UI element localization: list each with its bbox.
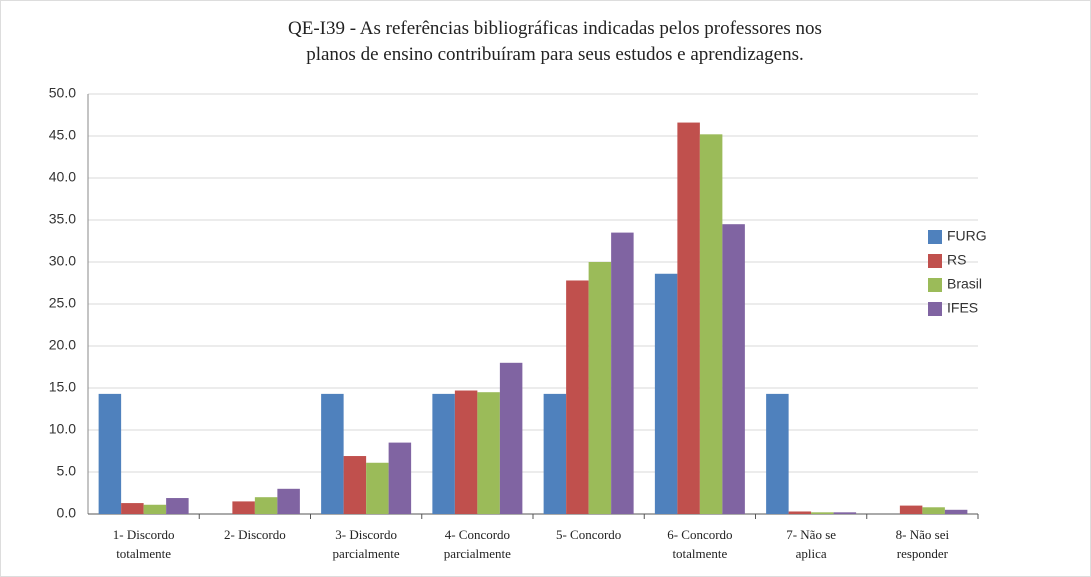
legend-label: IFES bbox=[947, 300, 978, 316]
y-tick-label: 35.0 bbox=[49, 211, 76, 227]
legend-swatch bbox=[928, 278, 942, 292]
y-tick-label: 5.0 bbox=[57, 463, 77, 479]
bar bbox=[611, 232, 634, 514]
legend-swatch bbox=[928, 254, 942, 268]
y-tick-label: 45.0 bbox=[49, 127, 76, 143]
y-tick-label: 0.0 bbox=[57, 505, 77, 521]
bar bbox=[833, 512, 857, 514]
y-tick-label: 50.0 bbox=[49, 85, 76, 101]
y-tick-label: 30.0 bbox=[49, 253, 76, 269]
legend-label: RS bbox=[947, 252, 966, 268]
bar bbox=[811, 512, 834, 514]
x-tick-label: 4- Concordo parcialmente bbox=[444, 527, 511, 561]
y-tick-label: 40.0 bbox=[49, 169, 76, 185]
bar bbox=[699, 134, 723, 514]
bar bbox=[722, 224, 745, 514]
y-tick-label: 15.0 bbox=[49, 379, 76, 395]
bar bbox=[899, 505, 923, 514]
bar bbox=[98, 393, 122, 514]
bar bbox=[499, 362, 523, 514]
x-tick-label: 5- Concordo bbox=[556, 527, 621, 542]
legend-label: Brasil bbox=[947, 276, 982, 292]
bar bbox=[944, 509, 968, 514]
bar bbox=[432, 393, 455, 514]
bar bbox=[766, 393, 789, 514]
bar bbox=[543, 393, 567, 514]
bar bbox=[566, 280, 589, 514]
y-tick-label: 10.0 bbox=[49, 421, 76, 437]
bar bbox=[677, 122, 700, 514]
bar bbox=[922, 507, 945, 514]
bar bbox=[388, 442, 412, 514]
bar bbox=[321, 393, 344, 514]
bar bbox=[232, 501, 255, 514]
bar bbox=[254, 497, 278, 514]
chart-title: QE-I39 - As referências bibliográficas i… bbox=[288, 18, 822, 65]
x-tick-label: 2- Discordo bbox=[224, 527, 286, 542]
bar bbox=[477, 392, 500, 514]
bar bbox=[454, 390, 478, 514]
x-tick-label: 3- Discordo parcialmente bbox=[333, 527, 400, 561]
legend-label: FURG bbox=[947, 228, 987, 244]
bar bbox=[588, 262, 612, 514]
bar bbox=[166, 498, 189, 514]
legend-swatch bbox=[928, 230, 942, 244]
bar bbox=[788, 511, 812, 514]
bar bbox=[277, 488, 300, 514]
bar bbox=[366, 462, 389, 514]
bar bbox=[343, 456, 367, 514]
legend-swatch bbox=[928, 302, 942, 316]
x-tick-label: 8- Não sei responder bbox=[896, 527, 950, 561]
bar bbox=[121, 503, 144, 514]
x-tick-label: 7- Não se aplica bbox=[786, 527, 836, 561]
bar bbox=[143, 504, 167, 514]
x-tick-label: 6- Concordo totalmente bbox=[667, 527, 732, 561]
bar bbox=[654, 273, 678, 514]
x-tick-label: 1- Discordo totalmente bbox=[113, 527, 175, 561]
y-tick-label: 25.0 bbox=[49, 295, 76, 311]
y-tick-label: 20.0 bbox=[49, 337, 76, 353]
